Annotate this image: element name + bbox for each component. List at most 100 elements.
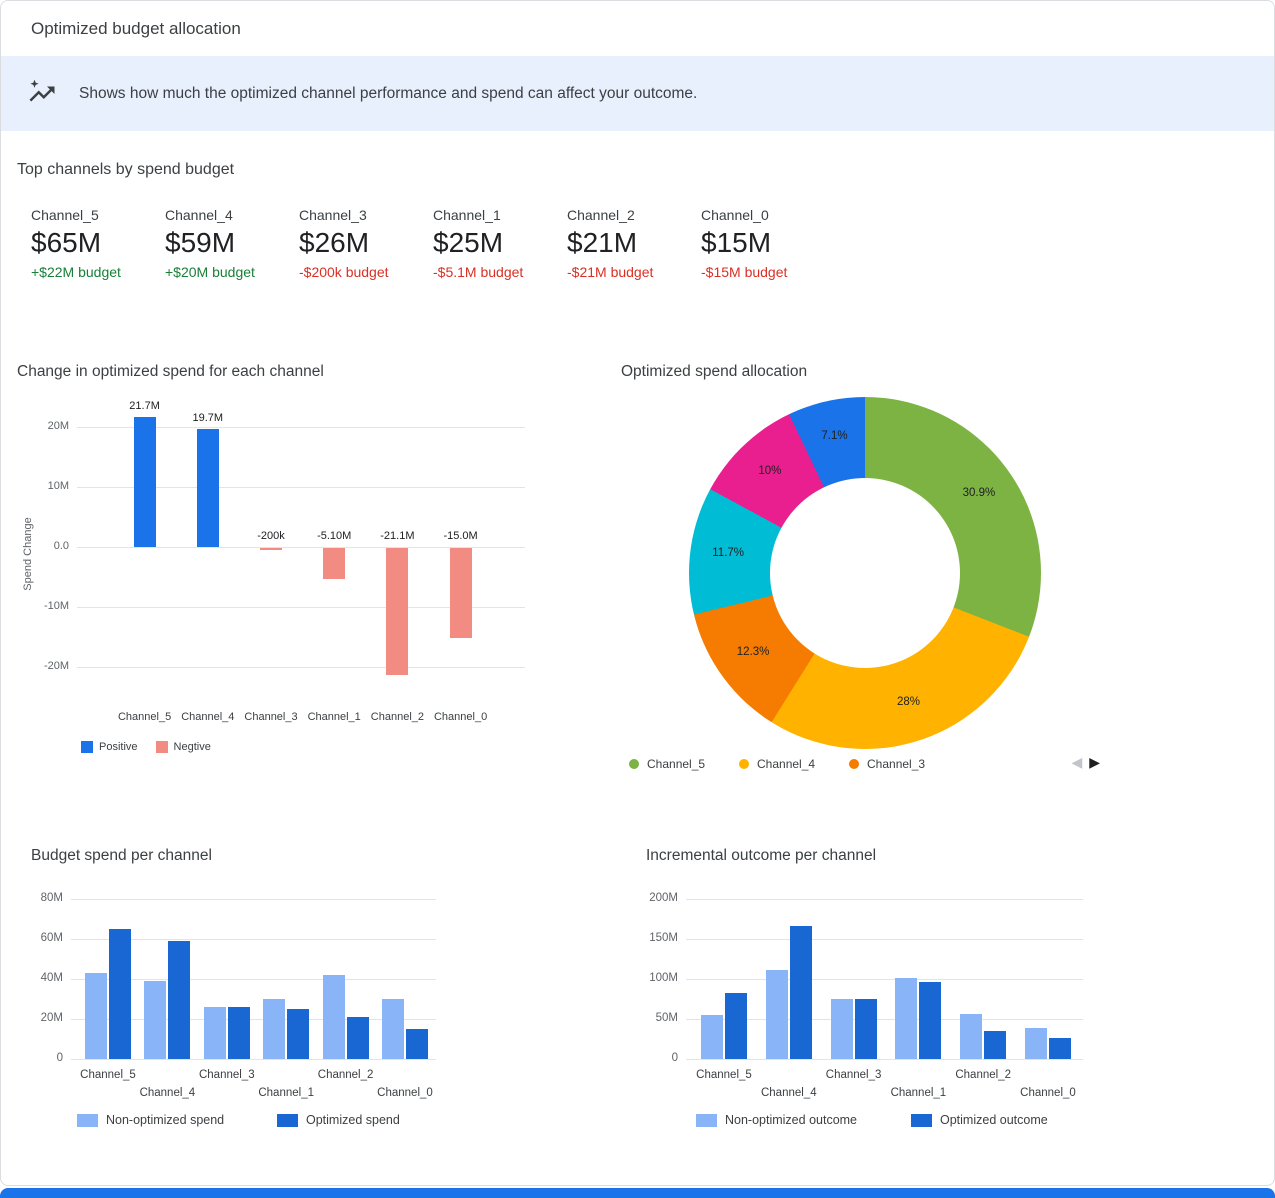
section-title-top-channels: Top channels by spend budget [17, 161, 235, 178]
x-tick-label: Channel_3 [244, 711, 298, 723]
chart-title: Budget spend per channel [31, 847, 212, 864]
channel-name: Channel_0 [701, 207, 769, 223]
chart-title: Change in optimized spend for each chann… [17, 363, 324, 380]
chart-legend-item: Non-optimized outcome [696, 1113, 857, 1127]
legend-label: Optimized outcome [940, 1113, 1048, 1127]
gridline [686, 1059, 1083, 1060]
bar-Channel_1-optimized [287, 1009, 310, 1059]
bar-Channel_5-optimized [109, 929, 131, 1059]
channel-budget-delta: -$5.1M budget [433, 264, 524, 280]
bar-Channel_5-nonoptimized [701, 1015, 723, 1059]
bar-value-label: 21.7M [129, 399, 160, 412]
y-tick-label: 50M [655, 1012, 678, 1024]
y-axis-label-text: Spend Change [22, 517, 34, 591]
chart-legend-item: Optimized outcome [911, 1113, 1048, 1127]
bar-value-label: -21.1M [380, 530, 415, 543]
legend-dot [849, 759, 859, 769]
bar-Channel_0-optimized [1049, 1038, 1071, 1059]
gridline [77, 427, 525, 428]
chart-legend-item: Non-optimized spend [77, 1113, 224, 1127]
legend-prev-icon[interactable]: ◀ [1071, 754, 1083, 770]
legend-item: Positive [81, 741, 138, 753]
gridline [71, 899, 436, 900]
budget-spend-chart: Budget spend per channel 0 20M 40M 60M 80M Ch… [31, 841, 576, 1151]
slice-label-Channel_3: 12.3% [736, 645, 770, 658]
y-tick-label: 150M [649, 932, 678, 944]
channel-budget-delta: -$200k budget [299, 264, 389, 280]
channel-name: Channel_2 [567, 207, 635, 223]
channel-card: Channel_5 $65M +$22M budget [31, 207, 165, 280]
x-tick-label: Channel_2 [370, 711, 424, 723]
channel-spend-value: $26M [299, 227, 370, 258]
bar-Channel_5-optimized [725, 993, 747, 1059]
channel-spend-value: $21M [567, 227, 638, 258]
y-tick-label: 40M [40, 972, 63, 984]
channel-name: Channel_4 [165, 207, 233, 223]
gridline [77, 667, 525, 669]
y-tick-label: 60M [40, 932, 63, 944]
insight-banner: Shows how much the optimized channel per… [1, 56, 1274, 131]
x-tick-label: Channel_5 [80, 1069, 136, 1081]
slice-label-Channel_1: 11.7% [712, 547, 745, 560]
legend-label: Channel_4 [757, 757, 816, 771]
legend-label: Negtive [173, 741, 211, 753]
gridline [77, 607, 525, 609]
y-axis-label: Spend Change [19, 409, 37, 699]
chart-title: Incremental outcome per channel [646, 847, 877, 864]
donut-hole [770, 478, 960, 668]
channel-card: Channel_3 $26M -$200k budget [299, 207, 433, 280]
bar-Channel_1-optimized [919, 982, 942, 1059]
bar-Channel_2-optimized [984, 1031, 1007, 1059]
x-tick-label: Channel_0 [433, 711, 488, 723]
channel-budget-delta: -$15M budget [701, 264, 788, 280]
legend-label: Channel_3 [867, 757, 926, 771]
x-tick-label: Channel_4 [760, 1087, 817, 1099]
chart-legend: Positive Negtive [81, 741, 211, 753]
bar-value-label: -200k [257, 530, 285, 543]
channel-budget-delta: +$20M budget [165, 264, 255, 280]
channel-name: Channel_3 [299, 207, 367, 223]
bar-value-label: -15.0M [443, 530, 478, 543]
legend-swatch [696, 1113, 717, 1127]
bar-Channel_0-optimized [406, 1029, 428, 1059]
legend-item: Negtive [155, 741, 211, 753]
channel-spend-value: $25M [433, 227, 504, 258]
donut-legend-item: Channel_5 [629, 757, 705, 771]
x-tick-label: Channel_5 [696, 1069, 752, 1081]
gridline [686, 899, 1083, 900]
bar-Channel_0 [449, 548, 472, 639]
bar-Channel_3 [260, 548, 282, 551]
legend-label: Non-optimized spend [106, 1113, 225, 1127]
bar-Channel_3-optimized [227, 1007, 250, 1059]
bar-Channel_3-nonoptimized [203, 1006, 226, 1059]
page-title: Optimized budget allocation [31, 19, 241, 38]
gridline [71, 1019, 436, 1020]
legend-swatch [277, 1113, 298, 1127]
y-tick-label: 100M [649, 972, 678, 984]
x-tick-label: Channel_0 [377, 1087, 433, 1099]
channel-spend-value: $65M [31, 227, 102, 258]
x-tick-label: Channel_3 [825, 1069, 882, 1081]
gridline [77, 547, 525, 549]
x-tick-label: Channel_0 [1020, 1087, 1076, 1099]
legend-label: Optimized spend [306, 1113, 400, 1127]
y-tick-label: 20M [47, 420, 69, 432]
bar-Channel_4-optimized [789, 926, 812, 1059]
y-tick-label: 20M [40, 1012, 63, 1024]
legend-dot [739, 759, 749, 769]
banner-text: Shows how much the optimized channel per… [79, 84, 698, 102]
y-tick-label: 0.0 [53, 540, 69, 553]
y-tick-label: -20M [43, 660, 69, 673]
x-tick-label: Channel_1 [258, 1087, 314, 1099]
bar-Channel_4-nonoptimized [144, 981, 167, 1059]
channel-card: Channel_1 $25M -$5.1M budget [433, 207, 567, 280]
channel-card: Channel_2 $21M -$21M budget [567, 207, 701, 280]
gridline [77, 487, 525, 489]
legend-next-icon[interactable]: ▶ [1089, 754, 1100, 770]
bar-Channel_5-nonoptimized [85, 973, 107, 1059]
channel-name: Channel_1 [433, 207, 501, 223]
y-tick-label: 200M [649, 892, 678, 904]
bar-Channel_4-nonoptimized [765, 970, 788, 1059]
gridline [686, 1019, 1083, 1020]
